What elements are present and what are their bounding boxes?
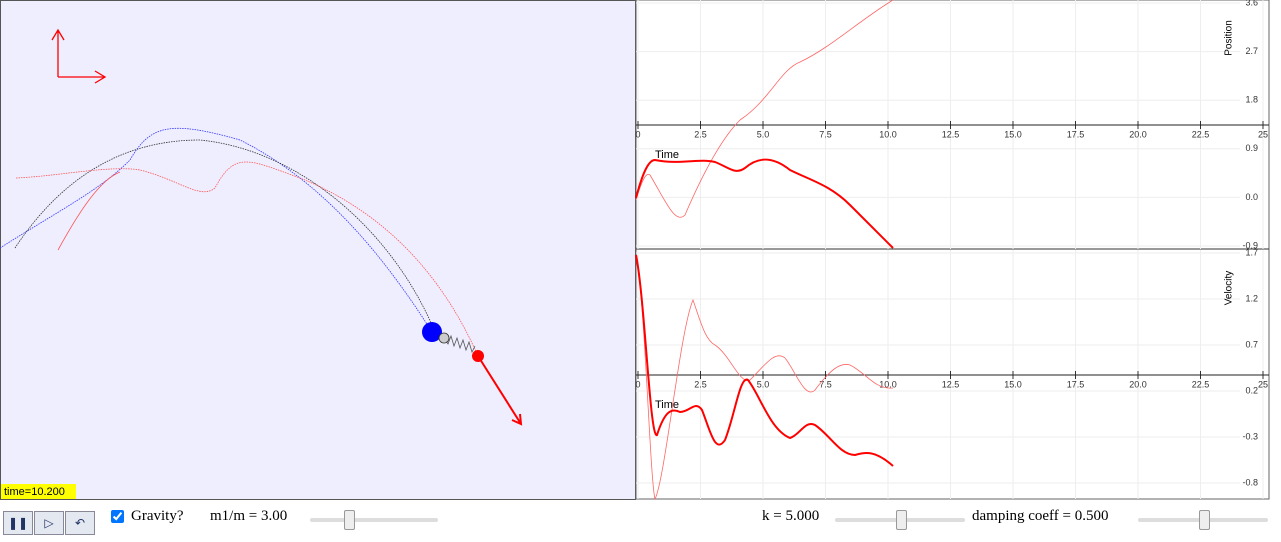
gravity-checkbox[interactable] xyxy=(111,510,124,523)
spring xyxy=(443,334,476,354)
trail-red-start xyxy=(57,171,121,251)
x-tick-label: 12.5 xyxy=(942,379,960,389)
x-tick-label: 15.0 xyxy=(1004,129,1022,139)
y-tick-label: 0.2 xyxy=(1245,385,1258,395)
x-tick-label: 17.5 xyxy=(1067,129,1085,139)
velocity-arrow xyxy=(477,355,523,426)
gravity-label: Gravity? xyxy=(131,508,184,524)
y-tick-label: -0.9 xyxy=(1242,240,1258,250)
x-tick-label: 7.5 xyxy=(819,129,832,139)
k-label: k = 5.000 xyxy=(762,508,820,524)
y-tick-label: 3.6 xyxy=(1245,0,1258,7)
x-tick-label: 10.0 xyxy=(879,129,897,139)
x-tick-label: 17.5 xyxy=(1067,379,1085,389)
trail-red xyxy=(15,161,479,357)
time-label: time=10.200 xyxy=(4,486,65,498)
damping-slider[interactable] xyxy=(1138,510,1268,530)
y-axis-label: Position xyxy=(1224,20,1235,56)
position-curve-thin xyxy=(635,0,894,218)
position-curve-thick xyxy=(635,158,894,249)
mass-ratio-slider[interactable] xyxy=(310,510,438,530)
x-tick-label: 25 xyxy=(1258,129,1268,139)
x-tick-label: 25 xyxy=(1258,379,1268,389)
pause-button[interactable]: ❚❚ xyxy=(3,511,33,535)
x-tick-label: 10.0 xyxy=(879,379,897,389)
x-tick-label: 15.0 xyxy=(1004,379,1022,389)
x-tick-label: 20.0 xyxy=(1129,129,1147,139)
y-tick-label: 2.7 xyxy=(1245,46,1258,56)
x-tick-label: 22.5 xyxy=(1192,379,1210,389)
simulation-panel xyxy=(0,0,636,500)
y-tick-label: 1.7 xyxy=(1245,247,1258,257)
x-tick-label: 12.5 xyxy=(942,129,960,139)
stage: time=10.200 0 2.5 5.0 7.5 10.0 12.5 15.0 17.5 20… xyxy=(0,0,1270,500)
time-box xyxy=(1,484,76,499)
trail-black xyxy=(14,139,433,326)
x-tick-label: 5.0 xyxy=(757,129,770,139)
x-tick-label: 7.5 xyxy=(819,379,832,389)
k-slider[interactable] xyxy=(835,510,965,530)
x-tick-label: 2.5 xyxy=(694,129,707,139)
velocity-curve-thin xyxy=(635,254,894,500)
y-tick-label: 0.9 xyxy=(1245,143,1258,153)
reset-button[interactable]: ↶ xyxy=(65,511,95,535)
velocity-curve-thick xyxy=(635,254,894,467)
center-marker[interactable] xyxy=(438,332,450,344)
trail-blue xyxy=(0,127,433,333)
x-tick-label: 5.0 xyxy=(757,379,770,389)
damping-label: damping coeff = 0.500 xyxy=(972,508,1109,524)
mass-blue xyxy=(422,322,442,342)
y-tick-label: -0.3 xyxy=(1242,431,1258,441)
x-tick-label: 20.0 xyxy=(1129,379,1147,389)
y-axis-label: Velocity xyxy=(1224,271,1235,305)
y-tick-label: 1.2 xyxy=(1245,293,1258,303)
x-tick-label: 0 xyxy=(635,379,640,389)
x-axis-label: Time xyxy=(655,399,679,411)
y-tick-label: 0.7 xyxy=(1245,339,1258,349)
step-button[interactable]: ▷ xyxy=(34,511,64,535)
velocity-graph: 0 2.5 5.0 7.5 10.0 12.5 15.0 17.5 20.0 22.5 25 1.7 1… xyxy=(635,247,1269,499)
x-tick-label: 0 xyxy=(635,129,640,139)
y-tick-label: 1.8 xyxy=(1245,95,1258,105)
y-tick-label: -0.8 xyxy=(1242,477,1258,487)
x-tick-label: 22.5 xyxy=(1192,129,1210,139)
y-tick-label: 0.0 xyxy=(1245,192,1258,202)
x-tick-label: 2.5 xyxy=(694,379,707,389)
position-graph: 0 2.5 5.0 7.5 10.0 12.5 15.0 17.5 20.0 22.5 25 3.6 2… xyxy=(635,0,1269,250)
slider-thumb[interactable] xyxy=(896,510,907,530)
x-axis-label: Time xyxy=(655,149,679,161)
axes-arrows xyxy=(51,28,107,84)
slider-thumb[interactable] xyxy=(344,510,355,530)
mass-ratio-label: m1/m = 3.00 xyxy=(210,508,288,524)
slider-thumb[interactable] xyxy=(1199,510,1210,530)
